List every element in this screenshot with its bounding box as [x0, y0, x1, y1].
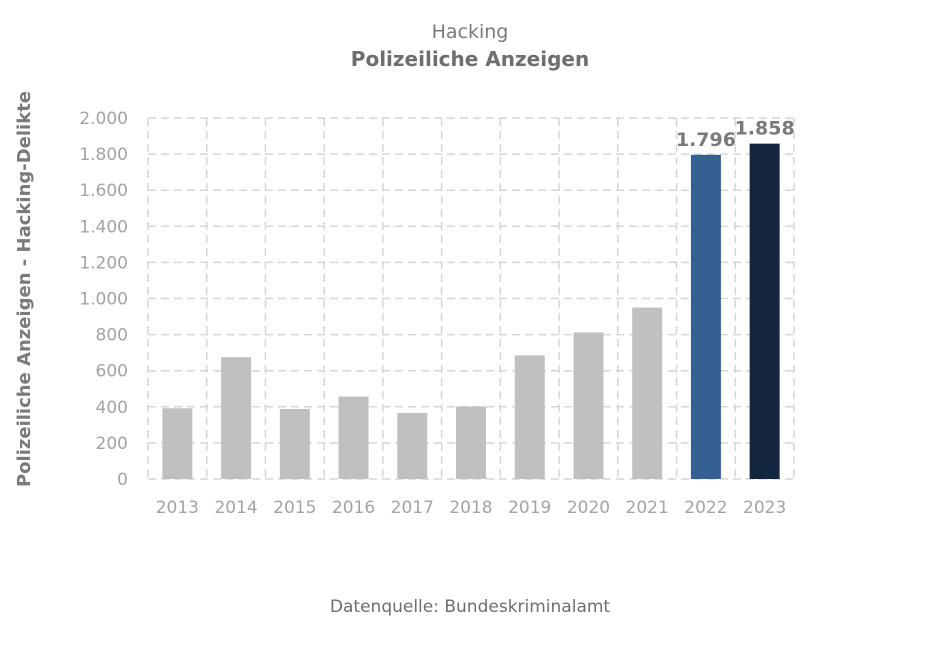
- bar-2014: [221, 357, 252, 479]
- bar-2019: [514, 355, 545, 479]
- y-tick-label: 800: [96, 326, 128, 346]
- y-tick-label: 1.200: [79, 253, 128, 273]
- bar-2020: [573, 332, 604, 479]
- x-tick-label: 2014: [214, 498, 257, 518]
- x-tick-label: 2016: [332, 498, 375, 518]
- y-tick-label: 200: [96, 434, 128, 454]
- x-tick-label: 2022: [684, 498, 727, 518]
- x-tick-label: 2023: [743, 498, 786, 518]
- y-axis-ticks: 0 200 400 600 800 1.000 1.200 1.400 1.600 1.800 2.…: [79, 109, 128, 490]
- x-tick-label: 2017: [391, 498, 434, 518]
- y-tick-label: 1.600: [79, 181, 128, 201]
- data-label-2023: 1.858: [735, 118, 795, 140]
- y-tick-label: 1.000: [79, 290, 128, 310]
- bar-2018: [456, 406, 486, 479]
- source-note: Datenquelle: Bundeskriminalamt: [330, 597, 611, 617]
- y-tick-label: 1.800: [79, 145, 128, 165]
- x-tick-label: 2019: [508, 498, 551, 518]
- x-tick-label: 2020: [567, 498, 610, 518]
- x-tick-label: 2015: [273, 498, 316, 518]
- bars: [162, 143, 780, 480]
- bar-2022: [690, 154, 721, 479]
- y-tick-label: 0: [117, 470, 128, 490]
- bar-2013: [162, 408, 193, 479]
- bar-2017: [397, 412, 428, 479]
- bar-2021: [632, 307, 663, 479]
- y-tick-label: 1.400: [79, 217, 128, 237]
- x-tick-label: 2021: [626, 498, 669, 518]
- bar-2016: [338, 396, 369, 479]
- y-axis-label: Polizeiliche Anzeigen - Hacking-Delikte: [14, 91, 35, 487]
- bar-2015: [279, 408, 310, 479]
- x-tick-label: 2018: [449, 498, 492, 518]
- gridlines: [147, 117, 795, 480]
- chart-subtitle: Polizeiliche Anzeigen: [351, 47, 589, 71]
- bar-2023: [749, 143, 780, 480]
- x-tick-label: 2013: [156, 498, 199, 518]
- y-tick-label: 600: [96, 362, 128, 382]
- x-axis-ticks: 2013 2014 2015 2016 2017 2018 2019 2020 2021 2022…: [156, 498, 787, 518]
- data-label-2022: 1.796: [676, 129, 736, 151]
- y-tick-label: 400: [96, 398, 128, 418]
- chart-title: Hacking: [432, 21, 509, 43]
- y-tick-label: 2.000: [79, 109, 128, 129]
